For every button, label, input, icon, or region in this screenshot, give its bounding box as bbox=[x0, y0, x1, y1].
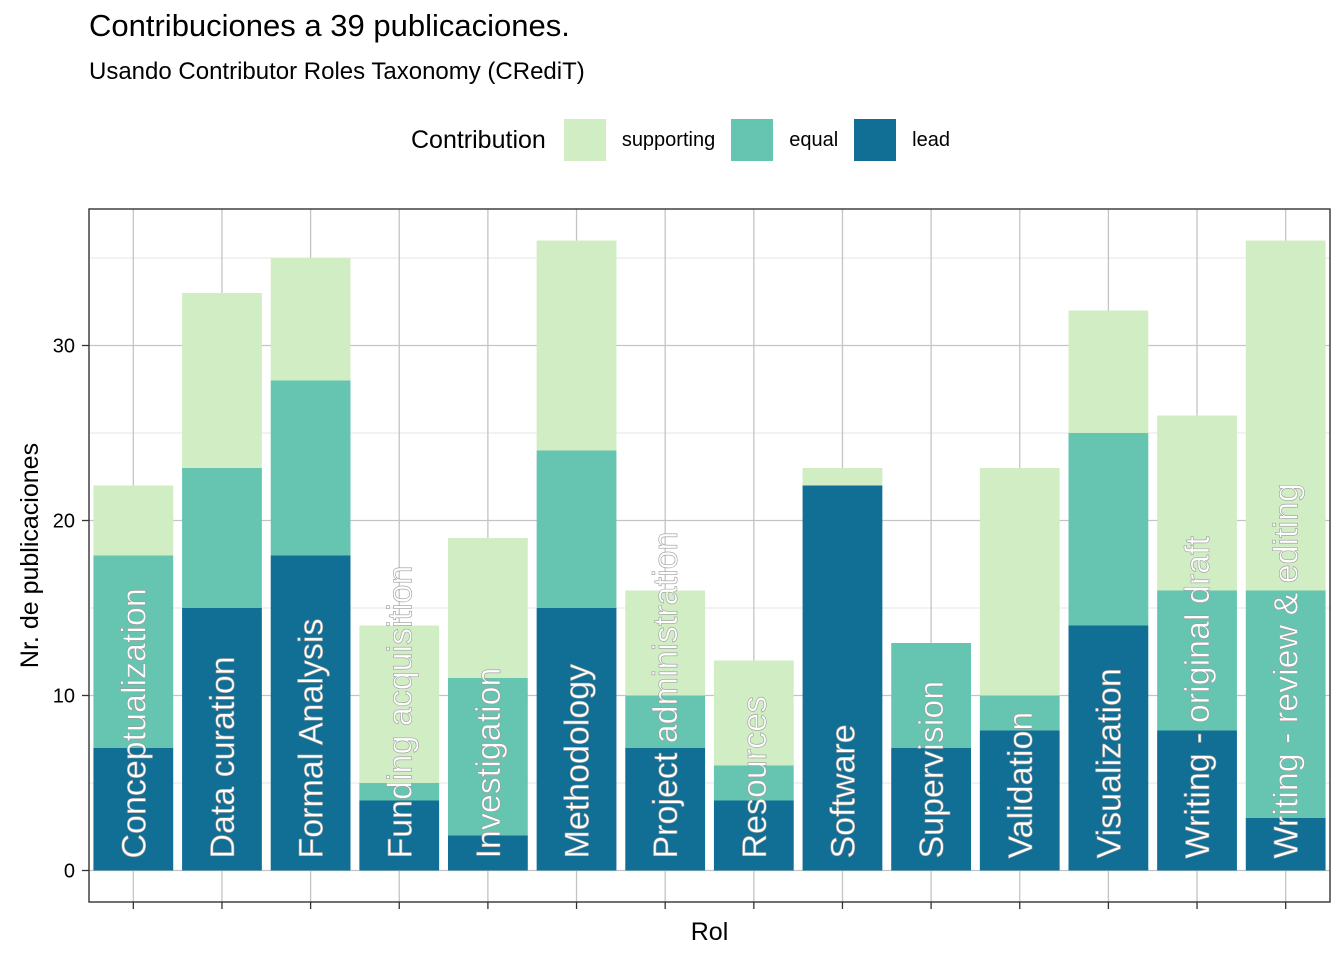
legend-label-equal: equal bbox=[789, 128, 839, 151]
bar-label-software: Software bbox=[824, 724, 862, 858]
bar-label-writing-original-draft: Writing - original draft bbox=[1179, 535, 1217, 858]
bar-visualization-supporting bbox=[1068, 310, 1149, 433]
legend-label-lead: lead bbox=[912, 128, 950, 151]
legend-item-lead: lead bbox=[854, 119, 950, 161]
x-axis-title: Rol bbox=[691, 918, 729, 946]
bar-visualization-lead bbox=[1068, 625, 1149, 871]
bar-label-conceptualization: Conceptualization bbox=[115, 588, 153, 858]
bar-writing-review-editing-supporting bbox=[1245, 240, 1326, 591]
bar-label-writing-review-editing: Writing - review & editing bbox=[1268, 483, 1306, 858]
bar-writing-original-draft-supporting bbox=[1157, 415, 1237, 591]
bar-writing-review-editing-equal bbox=[1245, 590, 1326, 818]
bar-resources-lead bbox=[713, 800, 794, 871]
bar-writing-original-draft-equal bbox=[1157, 590, 1237, 731]
legend-key-supporting bbox=[563, 119, 606, 161]
legend-item-supporting: supporting bbox=[563, 119, 716, 161]
y-tick-label: 0 bbox=[64, 861, 75, 883]
bar-formal-analysis-supporting bbox=[270, 258, 351, 381]
bar-methodology-equal bbox=[536, 450, 617, 608]
bar-label-visualization: Visualization bbox=[1090, 668, 1128, 858]
bar-label-methodology: Methodology bbox=[559, 664, 597, 859]
bars bbox=[93, 240, 1326, 871]
bar-software-supporting bbox=[802, 468, 883, 486]
y-axis-title: Nr. de publicaciones bbox=[16, 443, 44, 668]
bar-data-curation-equal bbox=[182, 468, 262, 608]
bar-label-supervision: Supervision bbox=[913, 681, 951, 859]
bar-writing-original-draft-lead bbox=[1157, 730, 1237, 871]
bar-label-formal-analysis: Formal Analysis bbox=[293, 619, 331, 859]
bar-label-data-curation: Data curation bbox=[204, 656, 242, 858]
y-tick-label: 30 bbox=[53, 336, 75, 358]
bar-validation-supporting bbox=[979, 468, 1060, 696]
y-tick-label: 10 bbox=[53, 686, 75, 708]
bar-conceptualization-supporting bbox=[93, 485, 174, 556]
bar-supervision-lead bbox=[891, 748, 971, 871]
legend: Contribution supporting equal lead bbox=[411, 118, 966, 162]
legend-key-equal bbox=[731, 119, 774, 161]
bar-resources-supporting bbox=[713, 660, 794, 766]
bar-validation-lead bbox=[979, 730, 1060, 871]
bar-conceptualization-lead bbox=[93, 748, 174, 871]
bar-project-administration-supporting bbox=[625, 590, 706, 696]
bar-label-investigation: Investigation bbox=[470, 668, 508, 859]
bar-validation-equal bbox=[979, 695, 1060, 731]
bar-writing-review-editing-lead bbox=[1245, 818, 1326, 871]
bar-supervision-equal bbox=[891, 643, 971, 748]
bar-conceptualization-equal bbox=[93, 555, 174, 748]
bar-funding-acquisition-equal bbox=[359, 783, 440, 801]
bar-label-funding-acquisition: Funding acquisition bbox=[381, 566, 419, 859]
bar-label-project-administration: Project administration bbox=[647, 532, 685, 859]
x-axis bbox=[132, 902, 1287, 909]
bar-resources-equal bbox=[713, 765, 794, 801]
bar-funding-acquisition-supporting bbox=[359, 625, 440, 783]
legend-key-lead bbox=[854, 119, 897, 161]
bar-formal-analysis-lead bbox=[270, 555, 351, 871]
bar-label-resources: Resources bbox=[736, 696, 774, 859]
bar-visualization-equal bbox=[1068, 433, 1149, 626]
bar-label-validation: Validation bbox=[1002, 712, 1040, 859]
bar-methodology-lead bbox=[536, 608, 617, 871]
bar-project-administration-equal bbox=[625, 695, 706, 748]
plot-panel-border bbox=[88, 208, 1331, 903]
y-axis: 0 10 20 30 bbox=[53, 336, 89, 883]
chart-title: Contribuciones a 39 publicaciones. bbox=[89, 8, 570, 43]
legend-item-equal: equal bbox=[731, 119, 838, 161]
bar-project-administration-lead bbox=[625, 748, 706, 871]
y-tick-label: 20 bbox=[53, 511, 75, 533]
legend-label-supporting: supporting bbox=[621, 128, 716, 151]
bar-investigation-supporting bbox=[448, 538, 528, 678]
bar-investigation-lead bbox=[448, 835, 528, 871]
bar-software-lead bbox=[802, 485, 883, 871]
legend-title: Contribution bbox=[411, 125, 546, 154]
bar-data-curation-supporting bbox=[182, 293, 262, 468]
bar-data-curation-lead bbox=[182, 608, 262, 871]
bar-funding-acquisition-lead bbox=[359, 800, 440, 871]
chart-subtitle: Usando Contributor Roles Taxonomy (CRedi… bbox=[89, 58, 585, 85]
bar-investigation-equal bbox=[448, 678, 528, 836]
bar-methodology-supporting bbox=[536, 240, 617, 451]
bar-labels: Conceptualization Data curation Formal Ana… bbox=[115, 483, 1306, 859]
bar-formal-analysis-equal bbox=[270, 380, 351, 556]
